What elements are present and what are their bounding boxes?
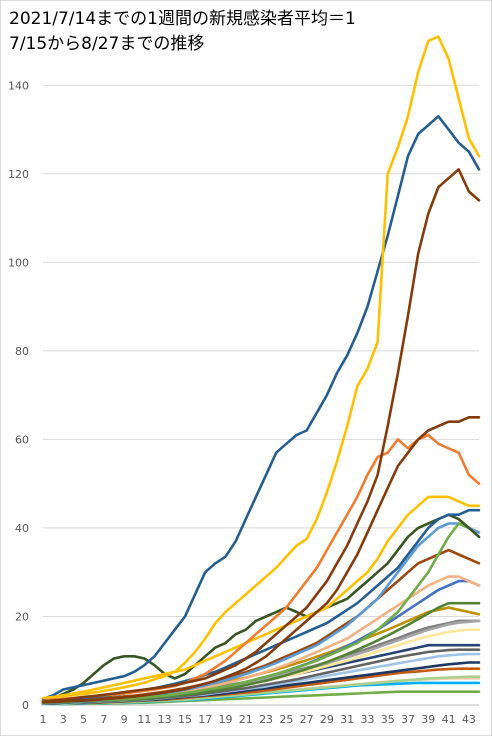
y-tick-label: 120 xyxy=(8,168,29,181)
y-tick-label: 0 xyxy=(22,699,29,712)
x-tick-label: 27 xyxy=(300,713,314,726)
x-tick-label: 37 xyxy=(401,713,415,726)
x-tick-label: 11 xyxy=(137,713,151,726)
y-tick-label: 100 xyxy=(8,256,29,269)
y-tick-label: 80 xyxy=(15,345,29,358)
x-tick-label: 25 xyxy=(279,713,293,726)
x-tick-label: 15 xyxy=(178,713,192,726)
x-axis-ticks: 1 3 5 7 9 11 13 15 17 19 21 23 25 27 29 31 33 35 37 39 41 43 xyxy=(40,713,476,726)
x-tick-label: 19 xyxy=(219,713,233,726)
x-tick-label: 33 xyxy=(360,713,374,726)
x-tick-label: 7 xyxy=(100,713,107,726)
series-line xyxy=(41,522,481,705)
y-tick-label: 20 xyxy=(15,610,29,623)
series-line xyxy=(41,513,481,703)
series-lines xyxy=(41,35,481,706)
y-tick-label: 140 xyxy=(8,79,29,92)
x-tick-label: 1 xyxy=(40,713,47,726)
x-tick-label: 39 xyxy=(421,713,435,726)
y-axis-ticks: 0 20 40 60 80 100 120 140 xyxy=(8,79,29,712)
x-tick-label: 17 xyxy=(198,713,212,726)
series-line xyxy=(41,115,481,701)
y-tick-label: 60 xyxy=(15,433,29,446)
x-tick-label: 41 xyxy=(442,713,456,726)
x-tick-label: 23 xyxy=(259,713,273,726)
series-line xyxy=(41,168,481,703)
x-tick-label: 13 xyxy=(158,713,172,726)
x-tick-label: 21 xyxy=(239,713,253,726)
x-tick-label: 35 xyxy=(381,713,395,726)
series-line xyxy=(41,415,481,704)
x-tick-label: 29 xyxy=(320,713,334,726)
x-tick-label: 9 xyxy=(121,713,128,726)
x-tick-label: 5 xyxy=(80,713,87,726)
chart-title: 2021/7/14までの1週間の新規感染者平均＝1 7/15から8/27までの推… xyxy=(9,9,356,54)
gridlines xyxy=(43,84,479,706)
series-line xyxy=(41,35,481,700)
series-line xyxy=(41,522,481,705)
x-tick-label: 3 xyxy=(60,713,67,726)
x-tick-label: 31 xyxy=(340,713,354,726)
x-tick-label: 43 xyxy=(462,713,476,726)
y-tick-label: 40 xyxy=(15,522,29,535)
series-line xyxy=(41,495,481,700)
